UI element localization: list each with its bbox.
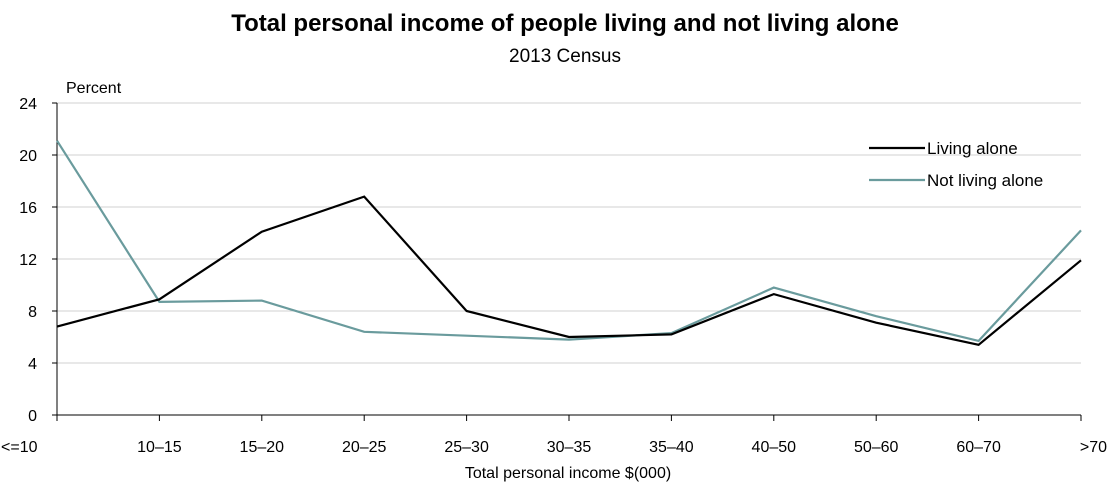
series-line bbox=[56, 195, 1082, 346]
x-tick-label: 15–20 bbox=[240, 439, 285, 456]
chart-title: Total personal income of people living a… bbox=[231, 10, 899, 37]
y-tick-label: 12 bbox=[19, 252, 37, 269]
x-axis-label: Total personal income $(000) bbox=[465, 465, 671, 482]
legend-label: Not living alone bbox=[927, 171, 1043, 190]
y-tick-label: 8 bbox=[28, 304, 37, 321]
x-tick-label: >70 bbox=[1080, 439, 1107, 456]
x-tick-label: 40–50 bbox=[752, 439, 797, 456]
x-tick-label: 60–70 bbox=[956, 439, 1001, 456]
legend-label: Living alone bbox=[927, 139, 1018, 158]
y-tick-label: 20 bbox=[19, 148, 37, 165]
chart-subtitle: 2013 Census bbox=[509, 46, 621, 67]
gridlines bbox=[57, 102, 1081, 364]
y-tick-label: 24 bbox=[19, 96, 37, 113]
y-tick-label: 16 bbox=[19, 200, 37, 217]
y-tick-labels: 0 4 8 12 16 20 24 bbox=[19, 96, 37, 425]
x-tick-label: 20–25 bbox=[342, 439, 387, 456]
x-tick-label: 50–60 bbox=[854, 439, 899, 456]
x-tick-label: 35–40 bbox=[649, 439, 694, 456]
series-line bbox=[56, 140, 1082, 343]
y-axis-label: Percent bbox=[66, 80, 122, 97]
x-tick-label: 25–30 bbox=[444, 439, 489, 456]
y-tick-label: 0 bbox=[28, 408, 37, 425]
x-tick-label: 30–35 bbox=[547, 439, 592, 456]
x-tick-labels: <=10 10–15 15–20 20–25 25–30 30–35 35–40 40–50 5… bbox=[1, 439, 1107, 456]
x-tick-label: 10–15 bbox=[137, 439, 182, 456]
axes bbox=[52, 102, 1082, 421]
series-lines bbox=[56, 140, 1082, 346]
legend: Living alone Not living alone bbox=[869, 139, 1043, 190]
y-tick-label: 4 bbox=[28, 356, 37, 373]
x-tick-label: <=10 bbox=[1, 439, 38, 456]
